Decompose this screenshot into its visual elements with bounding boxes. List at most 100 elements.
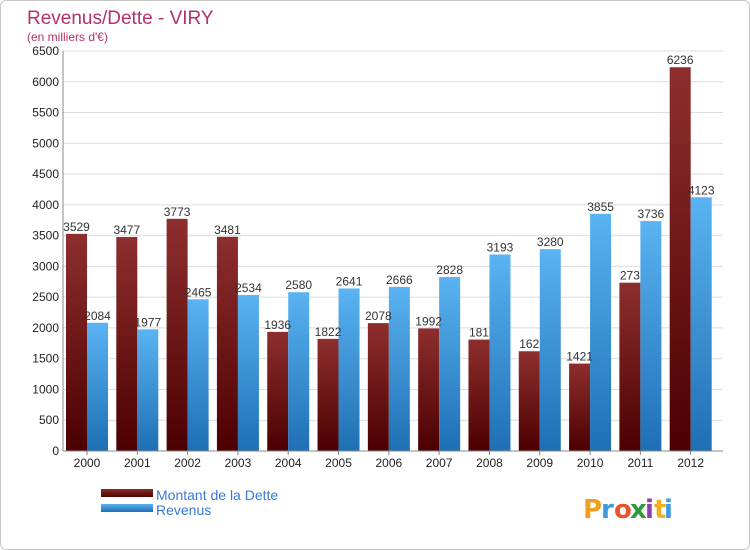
value-label-dette: 6236 (667, 53, 694, 67)
logo-letter: r (601, 495, 614, 525)
value-label-dette: 2078 (365, 309, 392, 323)
bar-revenus (338, 288, 360, 451)
chart-title: Revenus/Dette - VIRY (27, 8, 214, 29)
y-tick-label: 3000 (32, 259, 59, 273)
bar-dette (66, 233, 87, 451)
bar-dette (468, 339, 490, 451)
x-tick-label: 2005 (325, 456, 352, 470)
x-tick-label: 2004 (275, 456, 302, 470)
bar-revenus (288, 292, 310, 451)
bar-dette (418, 328, 440, 451)
logo-letter: P (583, 495, 602, 525)
value-label-revenus: 3855 (587, 200, 614, 214)
logo-letter: t (654, 495, 666, 525)
bar-dette (317, 338, 339, 451)
value-labels: 3529 2084 3477 1977 3773 2465 3481 2534 1936 2580… (63, 53, 715, 363)
y-tick-label: 6000 (32, 75, 59, 89)
value-label-dette: 3773 (164, 205, 191, 219)
logo-letter: x (630, 495, 647, 525)
value-label-dette: 1421 (566, 350, 593, 364)
bar-dette (669, 67, 691, 451)
value-label-revenus: 3736 (638, 207, 665, 221)
value-label-revenus: 2580 (285, 278, 312, 292)
value-label-revenus: 3280 (537, 235, 564, 249)
y-axis: 0 500 1000 1500 2000 2500 3000 3500 4000 4500 5000… (32, 44, 64, 458)
bar-dette (267, 331, 289, 451)
y-tick-label: 5500 (32, 106, 59, 120)
value-label-dette: 181 (469, 326, 489, 340)
bar-revenus (640, 221, 662, 451)
bar-dette (518, 351, 540, 451)
bar-revenus (187, 299, 209, 451)
x-tick-label: 2001 (124, 456, 151, 470)
value-label-revenus: 2828 (436, 263, 463, 277)
legend-label-dette: Montant de la Dette (156, 487, 278, 503)
y-tick-label: 4000 (32, 198, 59, 212)
proxiti-logo: Pr oxi ti (583, 495, 673, 525)
value-label-dette: 3481 (214, 223, 241, 237)
value-label-revenus: 2534 (235, 281, 262, 295)
x-tick-label: 2006 (375, 456, 402, 470)
x-tick-label: 2008 (476, 456, 503, 470)
y-tick-label: 500 (39, 413, 59, 427)
bar-dette (367, 323, 389, 451)
value-label-revenus: 2465 (185, 285, 212, 299)
bar-dette (216, 236, 238, 451)
bar-revenus (237, 295, 259, 451)
value-label-dette: 3477 (113, 223, 140, 237)
bar-revenus (539, 249, 561, 451)
logo-letter: i (664, 495, 673, 525)
legend-swatch-revenus (101, 504, 153, 512)
chart-subtitle: (en milliers d'€) (27, 30, 108, 44)
legend: Montant de la Dette Revenus (101, 487, 278, 518)
y-tick-label: 5000 (32, 136, 59, 150)
value-label-dette: 1822 (315, 325, 342, 339)
logo-letter: i (645, 495, 654, 525)
y-tick-label: 2000 (32, 321, 59, 335)
value-label-revenus: 2666 (386, 273, 413, 287)
bar-revenus (388, 286, 410, 451)
bar-revenus (137, 329, 159, 451)
y-tick-label: 1500 (32, 352, 59, 366)
x-axis: 2000 2001 2002 2003 2004 2005 2006 2007 2008 2009… (63, 450, 723, 470)
y-tick-label: 3500 (32, 229, 59, 243)
legend-label-revenus: Revenus (156, 502, 211, 518)
y-tick-label: 6500 (32, 44, 59, 58)
bar-dette (166, 218, 188, 451)
bar-dette (116, 237, 138, 451)
bar-revenus (590, 213, 612, 451)
value-label-dette: 1936 (264, 318, 291, 332)
logo-letter: o (614, 495, 632, 525)
x-tick-label: 2010 (577, 456, 604, 470)
bars (66, 67, 712, 451)
x-tick-label: 2003 (225, 456, 252, 470)
y-tick-label: 0 (52, 444, 59, 458)
value-label-revenus: 4123 (688, 183, 715, 197)
value-label-revenus: 3193 (487, 241, 514, 255)
x-tick-label: 2011 (627, 456, 653, 470)
legend-swatch-dette (101, 489, 153, 497)
value-label-dette: 3529 (63, 220, 90, 234)
x-tick-label: 2000 (74, 456, 101, 470)
x-tick-label: 2009 (526, 456, 553, 470)
y-tick-label: 4500 (32, 167, 59, 181)
value-label-dette: 1992 (415, 314, 442, 328)
bar-dette (569, 363, 591, 451)
bar-revenus (489, 254, 511, 451)
y-tick-label: 2500 (32, 290, 59, 304)
x-tick-label: 2002 (174, 456, 201, 470)
bar-dette (619, 282, 641, 451)
x-tick-label: 2012 (677, 456, 704, 470)
bar-revenus (690, 197, 712, 451)
bar-revenus (439, 276, 461, 451)
bar-revenus (87, 322, 108, 451)
value-label-revenus: 1977 (134, 315, 161, 329)
y-tick-label: 1000 (32, 382, 59, 396)
x-tick-label: 2007 (426, 456, 453, 470)
value-label-dette: 273 (620, 269, 640, 283)
value-label-dette: 162 (519, 337, 539, 351)
value-label-revenus: 2084 (84, 309, 111, 323)
value-label-revenus: 2641 (336, 274, 363, 288)
